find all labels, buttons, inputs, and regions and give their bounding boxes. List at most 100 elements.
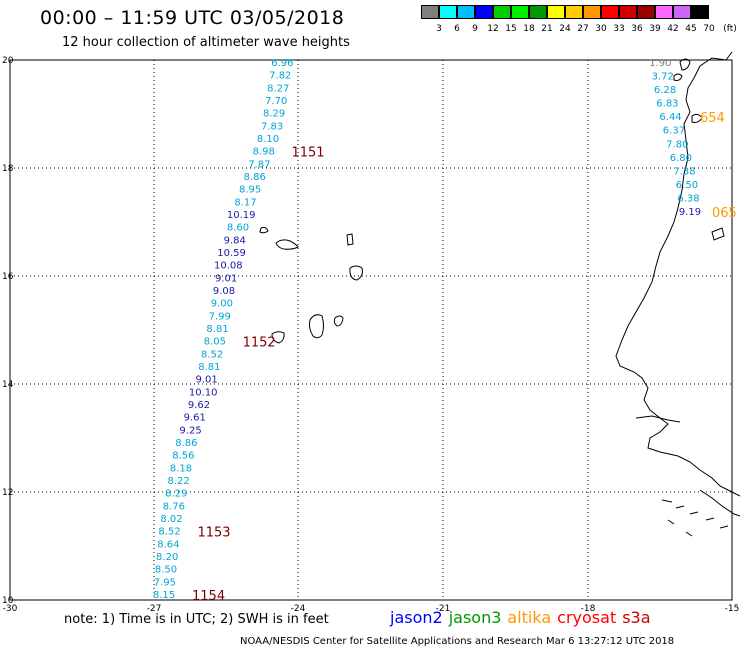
wave-height-label: 8.29 [165, 489, 187, 500]
wave-height-label: 8.10 [257, 134, 279, 145]
island-canary-2 [673, 73, 683, 81]
color-scale-unit: (ft) [723, 24, 737, 34]
color-scale-label: 39 [649, 24, 661, 34]
pass-time-label: 065 [712, 206, 737, 221]
wave-height-label: 7.38 [673, 166, 695, 177]
island-small-coast [711, 227, 725, 241]
color-swatch [493, 5, 511, 19]
island-sao-nicolau [346, 233, 354, 246]
wave-height-label: 6.38 [677, 193, 699, 204]
wave-height-label: 6.83 [656, 99, 678, 110]
longitude-tick-label: -27 [147, 604, 162, 614]
color-swatch [421, 5, 439, 19]
color-scale-label: 27 [577, 24, 589, 34]
latitude-tick-label: 16 [2, 272, 14, 282]
wave-height-label: 8.98 [253, 147, 275, 158]
legend-jason3: jason3 [448, 608, 502, 627]
lat-lon-grid [9, 59, 733, 601]
island-sal [349, 265, 363, 281]
color-scale-label: 70 [703, 24, 715, 34]
african-coastline [615, 51, 740, 497]
latitude-tick-label: 20 [2, 56, 14, 66]
wave-height-label: 6.50 [676, 180, 698, 191]
guinea-coast [699, 489, 740, 517]
wave-height-label: 9.00 [211, 299, 233, 310]
wave-height-label: 9.84 [224, 235, 246, 246]
color-swatch [547, 5, 565, 19]
wave-height-label: 8.52 [158, 527, 180, 538]
legend-altika: altika [507, 608, 552, 627]
wave-height-label: 6.37 [663, 126, 685, 137]
pass-time-label: 654 [700, 111, 725, 126]
wave-height-label: 9.61 [184, 413, 206, 424]
wave-height-label: 6.28 [654, 85, 676, 96]
wave-height-label: 9.19 [679, 207, 701, 218]
color-swatch [673, 5, 691, 19]
color-swatch [619, 5, 637, 19]
satellite-legend: jason2 jason3 altika cryosat s3a [390, 608, 657, 627]
latitude-tick-label: 14 [2, 380, 14, 390]
color-swatch [475, 5, 493, 19]
wave-height-label: 9.62 [188, 400, 210, 411]
wave-height-label: 10.19 [227, 210, 256, 221]
wave-height-label: 8.20 [156, 552, 178, 563]
wave-height-label: 8.27 [267, 83, 289, 94]
units-note: note: 1) Time is in UTC; 2) SWH is in fe… [64, 612, 329, 627]
island-fogo [271, 331, 285, 344]
satellite-track-main: 6.967.828.277.708.297.838.108.987.878.86… [153, 58, 325, 604]
axis-tick-labels: -30 -27 -24 -21 -18 -15 20 18 16 14 12 10 [2, 56, 739, 614]
wave-height-label: 10.59 [217, 248, 246, 259]
color-swatch [637, 5, 655, 19]
color-swatch [511, 5, 529, 19]
wave-height-label: 1.90 [649, 58, 671, 69]
pass-time-label: 1152 [243, 336, 276, 351]
color-scale-label: 18 [523, 24, 535, 34]
map-subtitle: 12 hour collection of altimeter wave hei… [62, 35, 350, 50]
wave-height-label: 8.95 [239, 185, 261, 196]
wave-height-label: 8.60 [227, 223, 249, 234]
coastlines [259, 51, 740, 537]
color-scale-label: 12 [487, 24, 499, 34]
wave-height-label: 8.81 [198, 362, 220, 373]
latitude-tick-label: 10 [2, 596, 14, 606]
color-scale-label: 9 [472, 24, 478, 34]
map-frame [9, 59, 733, 601]
wave-height-label: 9.01 [195, 375, 217, 386]
wave-height-label: 8.15 [153, 590, 175, 601]
legend-cryosat: cryosat [557, 608, 617, 627]
wave-height-label: 8.56 [172, 451, 194, 462]
wave-height-label: 8.17 [234, 197, 256, 208]
wave-height-label: 8.81 [206, 324, 228, 335]
longitude-tick-label: -24 [291, 604, 306, 614]
color-swatch [691, 5, 709, 19]
map-title: 00:00 – 11:59 UTC 03/05/2018 [40, 7, 345, 29]
wave-height-label: 8.02 [160, 514, 182, 525]
pass-time-label: 1151 [291, 146, 324, 161]
color-scale-label: 45 [685, 24, 697, 34]
pass-time-label: 1154 [192, 589, 225, 604]
color-scale-label: 21 [541, 24, 553, 34]
bijagos-islands [661, 499, 729, 537]
wave-height-label: 10.10 [189, 387, 218, 398]
wave-height-label: 9.08 [213, 286, 235, 297]
color-swatch [439, 5, 457, 19]
color-scale-label: 30 [595, 24, 607, 34]
color-scale-label: 36 [631, 24, 643, 34]
legend-s3a: s3a [622, 608, 651, 627]
color-scale-label: 3 [436, 24, 442, 34]
wave-height-label: 7.82 [269, 71, 291, 82]
color-swatch [565, 5, 583, 19]
wave-height-label: 8.64 [157, 539, 179, 550]
color-scale-label: 15 [505, 24, 517, 34]
latitude-tick-label: 12 [2, 488, 13, 498]
wave-height-label: 10.08 [214, 261, 243, 272]
wave-height-label: 8.05 [204, 337, 226, 348]
color-swatch [583, 5, 601, 19]
wave-height-label: 8.86 [244, 172, 266, 183]
color-swatch [655, 5, 673, 19]
island-santo-antao [275, 239, 299, 250]
wave-height-label: 9.25 [179, 425, 201, 436]
wave-height-label: 8.18 [170, 463, 192, 474]
island-maio [333, 315, 344, 327]
